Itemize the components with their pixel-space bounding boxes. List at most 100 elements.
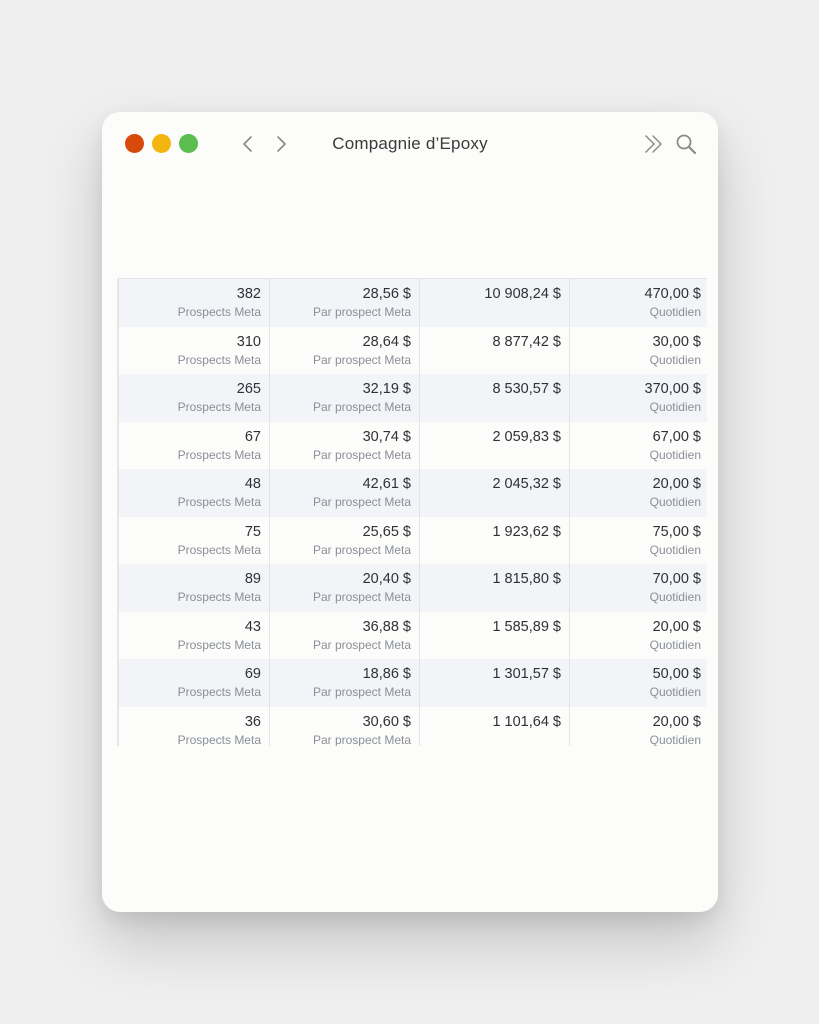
cost-per-prospect-cell-label: Par prospect Meta bbox=[312, 447, 411, 462]
cost-per-prospect-cell-label: Par prospect Meta bbox=[312, 305, 411, 319]
daily-budget-cell-label: Quotidien bbox=[649, 352, 701, 367]
prospects-cell: 382 Prospects Meta bbox=[119, 279, 270, 327]
daily-budget-cell-value: 20,00 $ bbox=[652, 476, 701, 492]
daily-budget-cell: 470,00 $ Quotidien bbox=[570, 279, 705, 327]
spend-cell-value: 2 045,32 $ bbox=[492, 476, 561, 492]
table-row[interactable]: 43 Prospects Meta 36,88 $ Par prospect Meta… bbox=[119, 611, 707, 660]
cost-per-prospect-cell: 30,60 $ Par prospect Meta bbox=[270, 706, 420, 747]
prospects-cell: 89 Prospects Meta bbox=[119, 564, 270, 612]
prospects-cell: 310 Prospects Meta bbox=[119, 326, 270, 374]
chevron-right-icon[interactable] bbox=[271, 134, 291, 154]
spend-cell-value: 1 101,64 $ bbox=[492, 713, 561, 730]
daily-budget-cell-value: 70,00 $ bbox=[652, 571, 701, 587]
spend-cell: 8 877,42 $ bbox=[420, 326, 570, 374]
daily-budget-cell-value: 370,00 $ bbox=[644, 381, 701, 397]
minimize-window-button[interactable] bbox=[152, 134, 171, 153]
daily-budget-cell: 370,00 $ Quotidien bbox=[570, 374, 705, 422]
prospects-cell: 67 Prospects Meta bbox=[119, 421, 270, 469]
spend-cell-value: 1 923,62 $ bbox=[492, 523, 561, 540]
prospects-cell: 265 Prospects Meta bbox=[119, 374, 270, 422]
spend-cell-value: 2 059,83 $ bbox=[492, 428, 561, 445]
daily-budget-cell: 20,00 $ Quotidien bbox=[570, 612, 705, 660]
prospects-cell-label: Prospects Meta bbox=[177, 305, 261, 319]
cost-per-prospect-cell-value: 25,65 $ bbox=[362, 523, 411, 540]
spend-cell: 1 101,64 $ bbox=[420, 706, 570, 746]
cost-per-prospect-cell-label: Par prospect Meta bbox=[312, 732, 411, 747]
table-row[interactable]: 36 Prospects Meta 30,60 $ Par prospect Meta… bbox=[119, 706, 707, 747]
cost-per-prospect-cell: 42,61 $ Par prospect Meta bbox=[270, 469, 420, 517]
campaign-table: 382 Prospects Meta 28,56 $ Par prospect Met… bbox=[117, 278, 707, 746]
daily-budget-cell: 50,00 $ Quotidien bbox=[570, 659, 705, 707]
prospects-cell-label: Prospects Meta bbox=[177, 400, 261, 414]
window-title: Compagnie d’Epoxy bbox=[332, 134, 488, 153]
cost-per-prospect-cell-label: Par prospect Meta bbox=[312, 542, 411, 557]
cost-per-prospect-cell-value: 18,86 $ bbox=[362, 666, 411, 682]
prospects-cell: 69 Prospects Meta bbox=[119, 659, 270, 707]
cost-per-prospect-cell-value: 30,60 $ bbox=[362, 713, 411, 730]
cost-per-prospect-cell-label: Par prospect Meta bbox=[312, 590, 411, 604]
daily-budget-cell-value: 67,00 $ bbox=[652, 428, 701, 445]
spend-cell-value: 1 585,89 $ bbox=[492, 618, 561, 635]
search-icon[interactable] bbox=[675, 133, 697, 155]
spend-cell: 8 530,57 $ bbox=[420, 374, 570, 422]
daily-budget-cell-value: 30,00 $ bbox=[652, 333, 701, 350]
cost-per-prospect-cell-label: Par prospect Meta bbox=[312, 352, 411, 367]
spend-cell: 1 301,57 $ bbox=[420, 659, 570, 707]
table-row[interactable]: 75 Prospects Meta 25,65 $ Par prospect Meta… bbox=[119, 516, 707, 564]
close-window-button[interactable] bbox=[125, 134, 144, 153]
prospects-cell-value: 89 bbox=[244, 571, 261, 587]
daily-budget-cell: 67,00 $ Quotidien bbox=[570, 422, 705, 470]
spend-cell: 2 045,32 $ bbox=[420, 469, 570, 517]
browser-window: Compagnie d’Epoxy 382 Prospects Meta 28,56… bbox=[102, 112, 718, 912]
table-row[interactable]: 48 Prospects Meta 42,61 $ Par prospect Meta… bbox=[119, 469, 707, 517]
prospects-cell: 75 Prospects Meta bbox=[119, 516, 270, 564]
table-row[interactable]: 67 Prospects Meta 30,74 $ Par prospect Meta… bbox=[119, 421, 707, 470]
prospects-cell-label: Prospects Meta bbox=[177, 542, 261, 557]
cost-per-prospect-cell: 28,64 $ Par prospect Meta bbox=[270, 326, 420, 374]
spend-cell: 10 908,24 $ bbox=[420, 279, 570, 327]
table-row[interactable]: 69 Prospects Meta 18,86 $ Par prospect Meta… bbox=[119, 659, 707, 707]
daily-budget-cell: 70,00 $ Quotidien bbox=[570, 564, 705, 612]
spend-cell: 1 923,62 $ bbox=[420, 516, 570, 564]
daily-budget-cell-label: Quotidien bbox=[649, 637, 701, 652]
daily-budget-cell-value: 50,00 $ bbox=[652, 666, 701, 682]
double-chevron-right-icon[interactable] bbox=[643, 133, 665, 155]
spend-cell-value: 8 530,57 $ bbox=[492, 381, 561, 397]
daily-budget-cell-label: Quotidien bbox=[649, 590, 701, 604]
daily-budget-cell-value: 20,00 $ bbox=[652, 618, 701, 635]
table-row[interactable]: 382 Prospects Meta 28,56 $ Par prospect Met… bbox=[119, 279, 707, 327]
spend-cell-value: 1 815,80 $ bbox=[492, 571, 561, 587]
table-row[interactable]: 310 Prospects Meta 28,64 $ Par prospect Met… bbox=[119, 326, 707, 374]
cost-per-prospect-cell-label: Par prospect Meta bbox=[312, 637, 411, 652]
cost-per-prospect-cell-value: 42,61 $ bbox=[362, 476, 411, 492]
prospects-cell-label: Prospects Meta bbox=[177, 637, 261, 652]
prospects-cell-value: 265 bbox=[236, 381, 261, 397]
prospects-cell-label: Prospects Meta bbox=[177, 685, 261, 699]
daily-budget-cell-label: Quotidien bbox=[649, 495, 701, 509]
chevron-left-icon[interactable] bbox=[238, 134, 258, 154]
cost-per-prospect-cell-label: Par prospect Meta bbox=[312, 400, 411, 414]
table-row[interactable]: 89 Prospects Meta 20,40 $ Par prospect Meta… bbox=[119, 564, 707, 612]
cost-per-prospect-cell: 36,88 $ Par prospect Meta bbox=[270, 611, 420, 659]
prospects-cell-value: 310 bbox=[236, 333, 261, 350]
daily-budget-cell-label: Quotidien bbox=[649, 685, 701, 699]
prospects-cell-value: 67 bbox=[244, 428, 261, 445]
prospects-cell-label: Prospects Meta bbox=[177, 447, 261, 462]
prospects-cell-label: Prospects Meta bbox=[177, 732, 261, 747]
prospects-cell: 36 Prospects Meta bbox=[119, 706, 270, 747]
cost-per-prospect-cell: 28,56 $ Par prospect Meta bbox=[270, 279, 420, 327]
daily-budget-cell-label: Quotidien bbox=[649, 305, 701, 319]
spend-cell-value: 10 908,24 $ bbox=[484, 286, 561, 302]
daily-budget-cell: 20,00 $ Quotidien bbox=[570, 469, 705, 517]
cost-per-prospect-cell: 32,19 $ Par prospect Meta bbox=[270, 374, 420, 422]
cost-per-prospect-cell-value: 28,56 $ bbox=[362, 286, 411, 302]
cost-per-prospect-cell: 20,40 $ Par prospect Meta bbox=[270, 564, 420, 612]
daily-budget-cell-value: 75,00 $ bbox=[652, 523, 701, 540]
daily-budget-cell-label: Quotidien bbox=[649, 400, 701, 414]
table-row[interactable]: 265 Prospects Meta 32,19 $ Par prospect Met… bbox=[119, 374, 707, 422]
cost-per-prospect-cell: 18,86 $ Par prospect Meta bbox=[270, 659, 420, 707]
cost-per-prospect-cell-value: 36,88 $ bbox=[362, 618, 411, 635]
daily-budget-cell-label: Quotidien bbox=[649, 447, 701, 462]
maximize-window-button[interactable] bbox=[179, 134, 198, 153]
prospects-cell-label: Prospects Meta bbox=[177, 590, 261, 604]
